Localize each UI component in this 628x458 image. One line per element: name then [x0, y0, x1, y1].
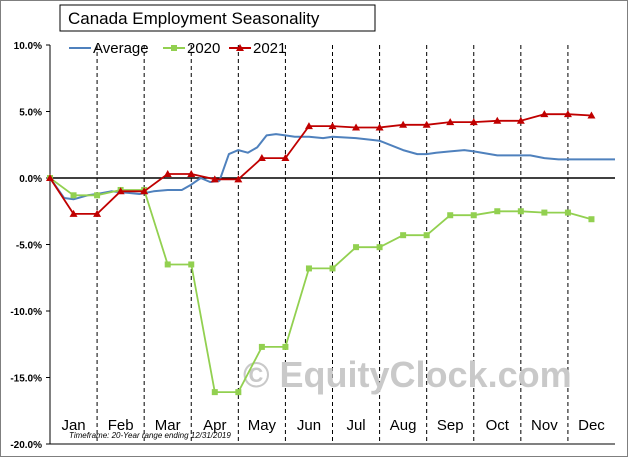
series-2021-point	[563, 110, 572, 118]
series-2021-point	[163, 170, 172, 178]
series-2020-point	[588, 216, 595, 223]
series-2021-point	[304, 122, 313, 130]
y-tick-label: -10.0%	[10, 307, 42, 318]
y-tick-label: 0.0%	[19, 174, 42, 185]
series-layer	[46, 110, 615, 396]
x-tick-label-may: May	[248, 417, 277, 434]
x-tick-label-dec: Dec	[578, 417, 605, 434]
series-2020-point	[494, 208, 501, 215]
x-tick-label-apr: Apr	[203, 417, 226, 434]
series-2021-point	[540, 110, 549, 118]
series-2020-point	[517, 208, 524, 215]
series-2020-point	[564, 209, 571, 216]
watermark-layer: © EquityClock.com	[243, 354, 572, 395]
series-2021-point	[587, 111, 596, 119]
x-tick-label-jun: Jun	[297, 417, 321, 434]
series-2020-point	[400, 232, 407, 239]
series-2021-point	[469, 118, 478, 126]
series-2021-point	[69, 209, 78, 217]
series-2020-point	[353, 244, 360, 251]
x-tick-label-mar: Mar	[155, 417, 181, 434]
y-tick-label: 10.0%	[14, 41, 42, 52]
legend-marker-2021	[236, 44, 244, 51]
y-tick-label: -20.0%	[10, 440, 42, 451]
series-2020-line	[49, 177, 592, 394]
y-tick-label: -15.0%	[10, 374, 42, 385]
series-2021-point	[210, 175, 219, 183]
series-2021-point	[281, 154, 290, 162]
series-average-line	[49, 133, 615, 201]
series-2021-point	[446, 118, 455, 126]
y-tick-label: 5.0%	[19, 108, 42, 119]
watermark-text: © EquityClock.com	[243, 354, 572, 395]
series-2020-point	[329, 265, 336, 272]
series-2020-point	[447, 212, 454, 219]
series-2020-point	[211, 389, 218, 396]
series-2020-point	[470, 212, 477, 219]
series-2020-point	[94, 192, 101, 199]
x-tick-label-nov: Nov	[531, 417, 558, 434]
series-2021-point	[375, 123, 384, 131]
series-2021-point	[516, 116, 525, 124]
series-2021-point	[328, 122, 337, 130]
series-2021-point	[140, 187, 149, 195]
x-tick-label-aug: Aug	[390, 417, 417, 434]
chart-title: Canada Employment Seasonality	[68, 9, 320, 28]
chart-footnote: Timeframe: 20-Year range ending 12/31/20…	[69, 431, 231, 440]
series-2021-point	[93, 209, 102, 217]
series-2021-point	[234, 175, 243, 183]
legend-label-2020: 2020	[187, 40, 220, 57]
title-box	[59, 4, 376, 32]
series-2020-point	[282, 343, 289, 350]
x-tick-label-oct: Oct	[486, 417, 510, 434]
series-2021-point	[352, 123, 361, 131]
series-2020-point	[541, 209, 548, 216]
series-2020-point	[235, 389, 242, 396]
title-layer: Canada Employment Seasonality	[59, 4, 376, 32]
series-2020-point	[164, 261, 171, 268]
x-tick-label-jul: Jul	[346, 417, 365, 434]
series-2021-point	[187, 170, 196, 178]
legend-label-2021: 2021	[253, 40, 286, 57]
series-2021-point	[257, 154, 266, 162]
series-2021-point	[422, 120, 431, 128]
series-2021-line	[49, 113, 592, 215]
series-2021-point	[116, 187, 125, 195]
series-2021-point	[399, 120, 408, 128]
series-2020-point	[305, 265, 312, 272]
legend-label-average: Average	[93, 40, 149, 57]
y-tick-label: -5.0%	[16, 241, 42, 252]
x-tick-label-feb: Feb	[108, 417, 134, 434]
legend-marker-2020	[171, 45, 177, 51]
series-2020-point	[258, 343, 265, 350]
series-2020-point	[188, 261, 195, 268]
axes-layer: 10.0% 5.0% 0.0% -5.0% -10.0% -15.0% -20.0% Jan F…	[10, 41, 615, 451]
series-2021-point	[46, 174, 54, 181]
x-tick-label-sep: Sep	[437, 417, 464, 434]
series-2021-point	[493, 116, 502, 124]
series-2020-point	[423, 232, 430, 239]
series-2020-point	[376, 244, 383, 251]
legend: Average 2020 2021	[69, 40, 286, 57]
series-2020-point	[70, 192, 77, 199]
x-tick-label-jan: Jan	[61, 417, 85, 434]
